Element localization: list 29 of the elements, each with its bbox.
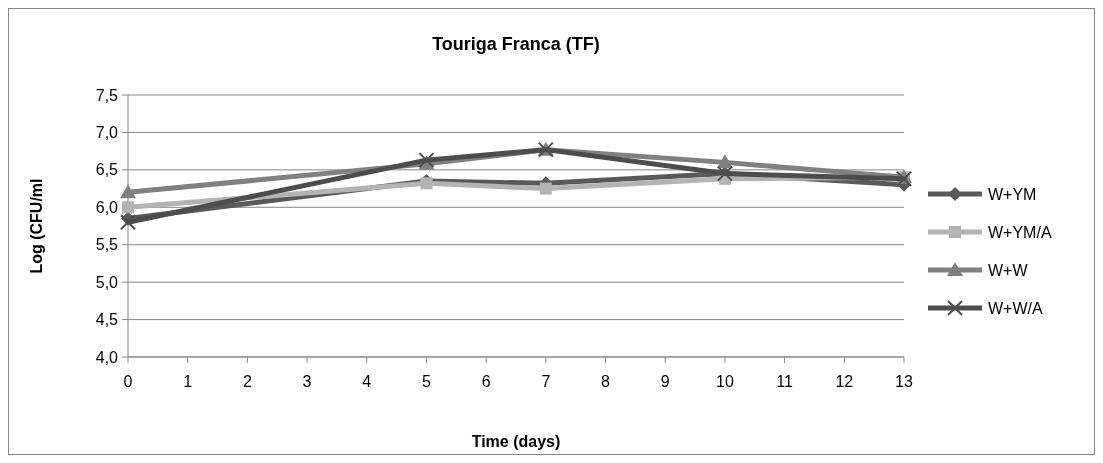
y-axis-title: Log (CFU/ml	[28, 178, 45, 274]
x-tick-label: 4	[362, 373, 372, 390]
legend-label: W+W/A	[988, 299, 1043, 317]
x-tick-label: 8	[601, 373, 611, 390]
x-tick-label: 9	[660, 373, 670, 390]
y-tick-label: 5,0	[95, 273, 119, 291]
y-tick-label: 4,5	[95, 311, 119, 329]
x-tick-label: 7	[541, 373, 551, 390]
x-tick-label: 3	[302, 373, 312, 390]
x-tick-label: 1	[183, 373, 193, 390]
x-tick-label: 0	[123, 373, 133, 390]
x-tick-label: 6	[481, 373, 491, 390]
x-tick-label: 5	[422, 373, 432, 390]
y-tick-label: 4,0	[95, 348, 119, 366]
x-tick-label: 10	[716, 373, 734, 390]
legend-label: W+YM	[988, 185, 1037, 203]
x-tick-label: 2	[242, 373, 252, 390]
x-axis-title: Time (days)	[471, 433, 561, 450]
y-tick-label: 6,5	[95, 161, 119, 179]
y-tick-label: 7,5	[95, 86, 119, 104]
legend-label: W+YM/A	[988, 223, 1052, 241]
x-tick-label: 12	[835, 373, 854, 390]
y-tick-label: 5,5	[95, 236, 119, 254]
x-tick-label: 11	[776, 373, 794, 390]
y-tick-label: 6,0	[95, 198, 119, 216]
y-tick-label: 7,0	[95, 124, 119, 142]
legend-label: W+W	[988, 261, 1029, 279]
chart-title: Touriga Franca (TF)	[432, 34, 600, 54]
x-tick-label: 13	[895, 373, 913, 390]
